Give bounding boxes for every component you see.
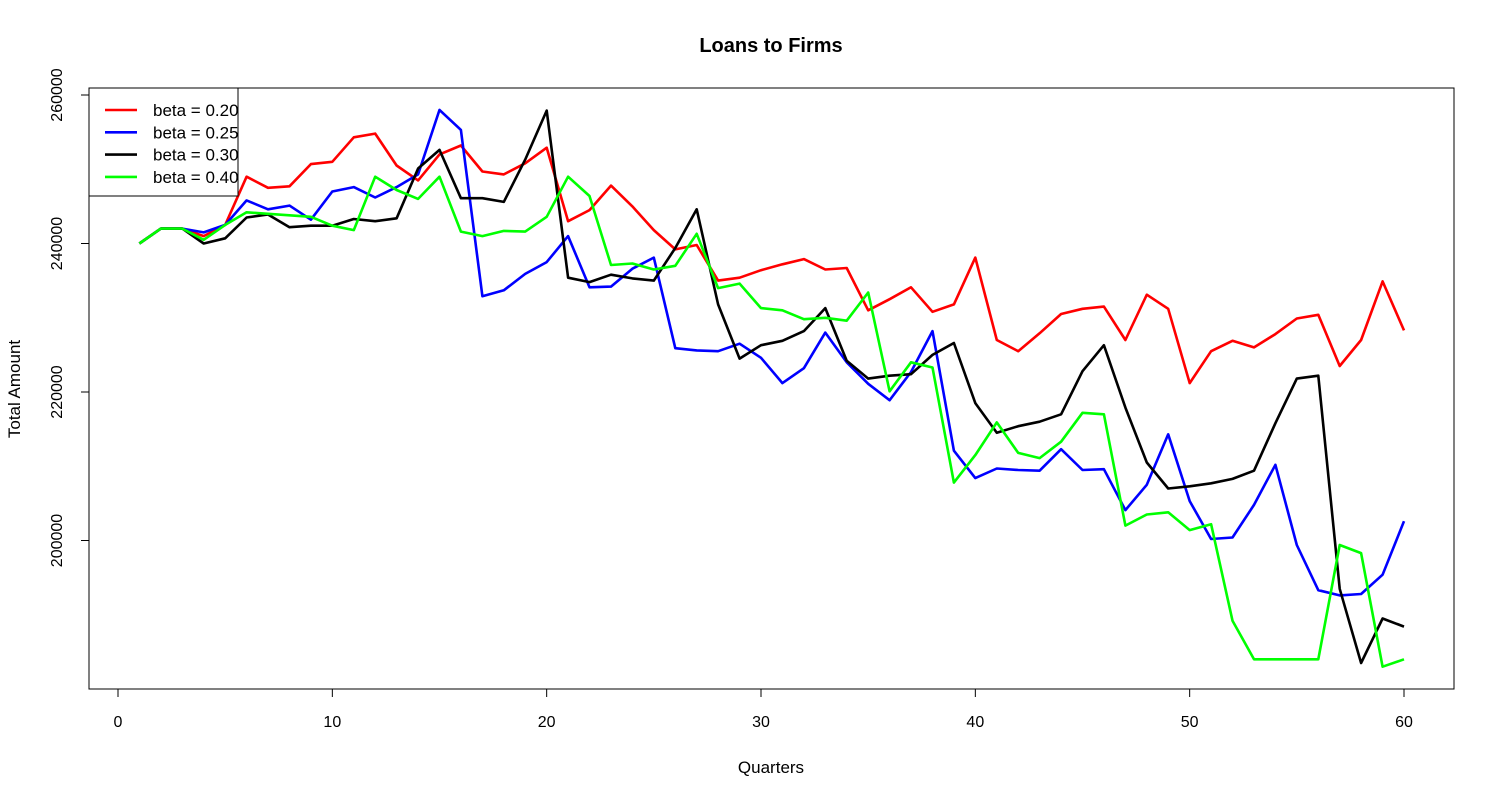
y-tick-label: 200000 (49, 514, 66, 567)
legend-label: beta = 0.25 (153, 123, 239, 142)
y-tick-label: 240000 (49, 217, 66, 270)
series-line-4 (138, 175, 1405, 669)
x-tick-label: 50 (1181, 714, 1199, 731)
legend-label: beta = 0.40 (153, 168, 239, 187)
series-line-3 (138, 109, 1405, 665)
series-layer (138, 108, 1406, 669)
series-line-2 (138, 108, 1406, 597)
legend-label: beta = 0.20 (153, 101, 239, 120)
x-tick-label: 0 (114, 714, 123, 731)
x-tick-label: 30 (752, 714, 770, 731)
x-tick-label: 40 (966, 714, 984, 731)
y-tick-label: 220000 (49, 365, 66, 418)
x-axis: 0 10 20 30 40 50 60 (114, 688, 1413, 731)
chart-title: Loans to Firms (699, 35, 842, 57)
legend: beta = 0.20 beta = 0.25 beta = 0.30 beta = … (88, 87, 239, 197)
y-axis-label: Total Amount (5, 340, 24, 439)
y-axis: 200000 220000 240000 260000 (49, 68, 90, 567)
x-tick-label: 60 (1395, 714, 1413, 731)
x-tick-label: 10 (323, 714, 341, 731)
x-tick-label: 20 (538, 714, 556, 731)
legend-label: beta = 0.30 (153, 146, 239, 165)
x-axis-label: Quarters (738, 758, 804, 777)
series-line-1 (138, 132, 1406, 385)
y-tick-label: 260000 (49, 68, 66, 121)
plot-frame (88, 87, 1455, 690)
